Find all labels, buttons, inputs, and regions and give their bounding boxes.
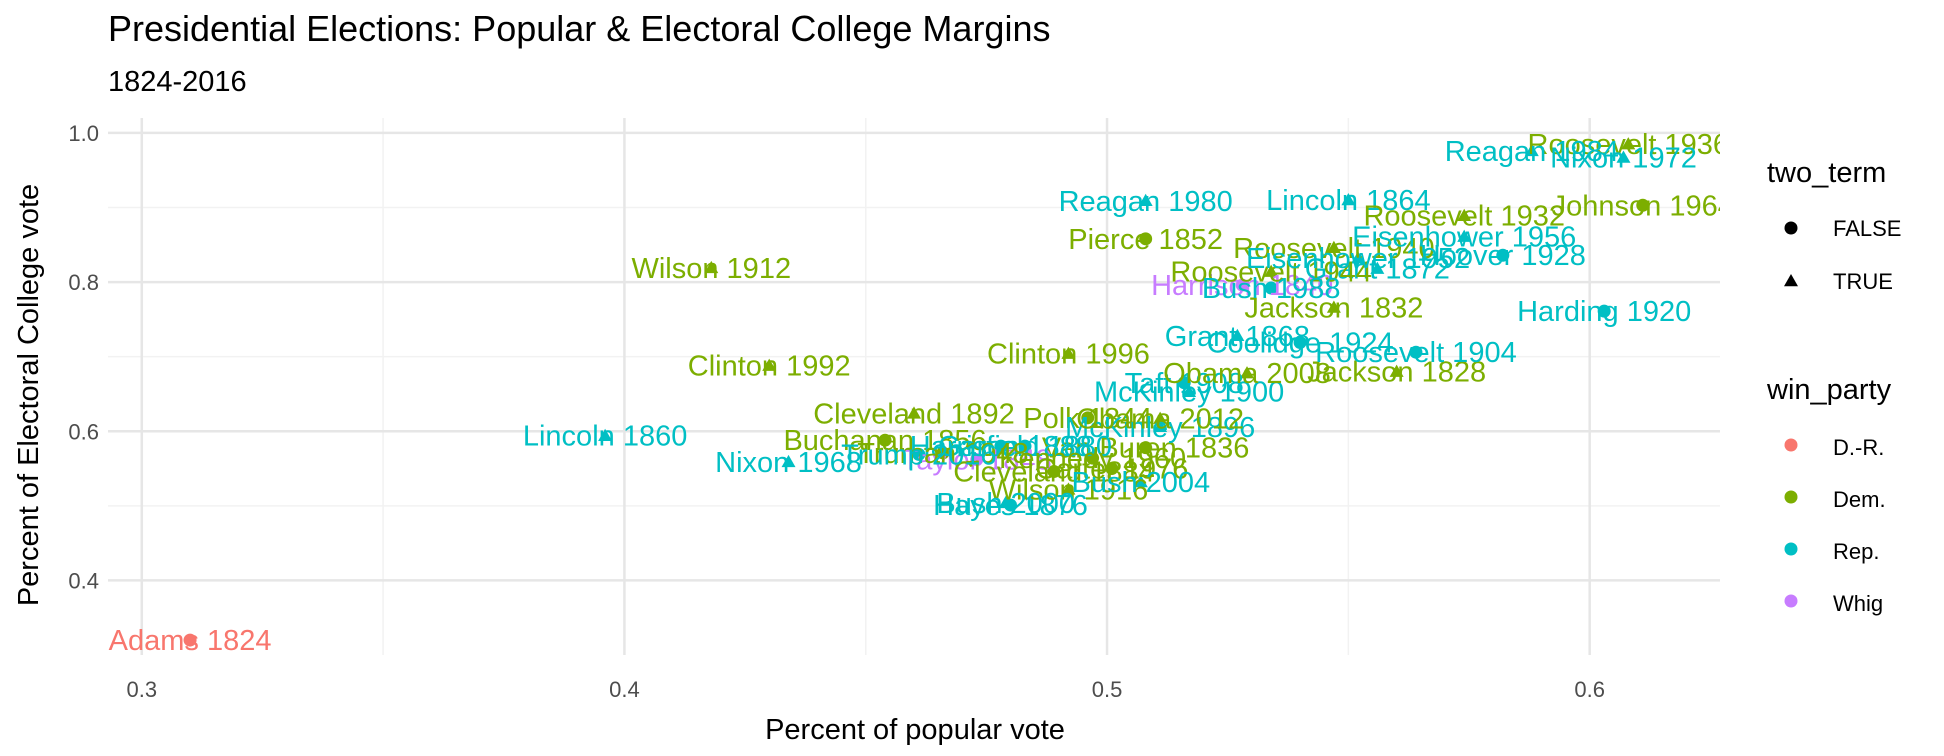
point-labels: Adams 1824 Jackson 1828 Jackson 1832 Van Bu… bbox=[109, 129, 1734, 657]
y-axis-ticks: 0.4 0.6 0.8 1.0 bbox=[68, 121, 99, 594]
data-label: Bush 2000 bbox=[936, 488, 1075, 520]
data-label: Johnson 1964 bbox=[1552, 190, 1734, 222]
data-label: Bush 2004 bbox=[1072, 467, 1211, 499]
x-tick-label: 0.6 bbox=[1574, 677, 1605, 702]
x-axis-ticks: 0.3 0.4 0.5 0.6 bbox=[126, 677, 1604, 702]
legend-title: win_party bbox=[1766, 374, 1892, 406]
data-label: Nixon 1968 bbox=[715, 447, 862, 479]
y-tick-label: 0.4 bbox=[68, 568, 99, 593]
data-label: Obama 2012 bbox=[1076, 404, 1244, 436]
legend-key bbox=[1785, 595, 1798, 608]
data-label: Clinton 1992 bbox=[688, 351, 851, 383]
y-tick-label: 1.0 bbox=[68, 121, 99, 146]
legend-key bbox=[1785, 222, 1798, 235]
data-label: Clinton 1996 bbox=[987, 339, 1150, 371]
legend-label: Rep. bbox=[1833, 539, 1879, 564]
legend-label: FALSE bbox=[1833, 216, 1901, 241]
legend: two_term FALSE TRUE win_party D.-R. Dem. Rep. W… bbox=[1766, 157, 1901, 616]
y-axis-title: Percent of Electoral College vote bbox=[13, 184, 45, 606]
x-tick-label: 0.3 bbox=[126, 677, 157, 702]
data-label: Cleveland 1892 bbox=[813, 398, 1015, 430]
data-label: Obama 2008 bbox=[1163, 358, 1331, 390]
x-tick-label: 0.5 bbox=[1092, 677, 1123, 702]
data-label: Harding 1920 bbox=[1517, 296, 1691, 328]
data-label: Trump 2016 bbox=[841, 439, 996, 471]
legend-label: TRUE bbox=[1833, 269, 1893, 294]
data-label: Lincoln 1860 bbox=[523, 421, 687, 453]
data-label: Adams 1824 bbox=[109, 625, 272, 657]
data-label: Reagan 1984 bbox=[1445, 136, 1619, 168]
y-tick-label: 0.6 bbox=[68, 419, 99, 444]
legend-label: Dem. bbox=[1833, 487, 1886, 512]
x-tick-label: 0.4 bbox=[609, 677, 640, 702]
data-label: Wilson 1912 bbox=[631, 253, 791, 285]
data-label: Pierce 1852 bbox=[1068, 224, 1223, 256]
legend-key bbox=[1785, 439, 1798, 452]
data-label: Eisenhower 1956 bbox=[1352, 222, 1576, 254]
data-label: Reagan 1980 bbox=[1059, 186, 1233, 218]
data-label: Coolidge 1924 bbox=[1207, 327, 1394, 359]
y-tick-label: 0.8 bbox=[68, 270, 99, 295]
legend-label: Whig bbox=[1833, 591, 1883, 616]
legend-key bbox=[1785, 491, 1798, 504]
legend-title: two_term bbox=[1767, 157, 1886, 189]
data-label: Bush 1988 bbox=[1202, 273, 1341, 305]
legend-label: D.-R. bbox=[1833, 435, 1884, 460]
legend-key bbox=[1785, 543, 1798, 556]
legend-key bbox=[1784, 274, 1798, 286]
x-axis-title: Percent of popular vote bbox=[765, 714, 1065, 746]
